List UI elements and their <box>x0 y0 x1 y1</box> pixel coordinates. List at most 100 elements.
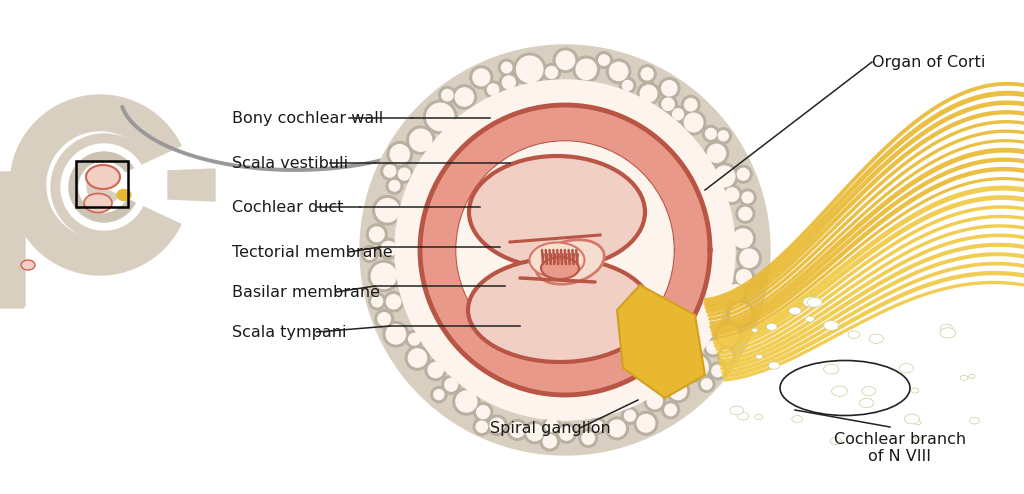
Ellipse shape <box>752 329 758 332</box>
Circle shape <box>702 125 719 142</box>
Ellipse shape <box>541 257 579 279</box>
Circle shape <box>425 360 446 380</box>
Circle shape <box>685 356 709 379</box>
Circle shape <box>406 330 423 348</box>
Ellipse shape <box>803 297 819 307</box>
Circle shape <box>431 387 446 403</box>
Circle shape <box>424 100 457 133</box>
Circle shape <box>381 242 396 256</box>
Circle shape <box>707 341 720 354</box>
Ellipse shape <box>792 415 803 422</box>
Circle shape <box>444 378 458 391</box>
Circle shape <box>378 313 390 325</box>
Circle shape <box>685 98 697 111</box>
Circle shape <box>438 86 456 104</box>
Circle shape <box>390 145 410 164</box>
Circle shape <box>733 267 755 288</box>
Ellipse shape <box>914 420 921 425</box>
Circle shape <box>681 110 706 135</box>
Ellipse shape <box>117 190 131 201</box>
Circle shape <box>725 282 746 304</box>
Ellipse shape <box>766 324 777 330</box>
Circle shape <box>718 325 738 345</box>
Circle shape <box>634 412 657 435</box>
Text: Bony cochlear wall: Bony cochlear wall <box>232 111 383 125</box>
Circle shape <box>395 165 413 183</box>
Circle shape <box>456 391 477 412</box>
Circle shape <box>79 162 129 212</box>
Ellipse shape <box>737 412 749 420</box>
Circle shape <box>703 338 723 357</box>
Ellipse shape <box>859 399 873 408</box>
Ellipse shape <box>84 194 112 212</box>
Circle shape <box>737 168 750 180</box>
Ellipse shape <box>756 355 763 359</box>
Wedge shape <box>100 145 195 225</box>
Ellipse shape <box>788 307 801 315</box>
Circle shape <box>376 199 399 222</box>
Ellipse shape <box>830 438 842 445</box>
Circle shape <box>608 420 626 437</box>
Ellipse shape <box>805 316 814 322</box>
Circle shape <box>514 53 546 85</box>
Circle shape <box>410 129 432 151</box>
Circle shape <box>476 406 489 418</box>
Circle shape <box>384 165 395 177</box>
Circle shape <box>420 105 710 395</box>
Ellipse shape <box>869 334 884 343</box>
Ellipse shape <box>831 386 848 396</box>
Circle shape <box>441 375 461 394</box>
Circle shape <box>606 59 631 83</box>
Circle shape <box>684 113 702 132</box>
Circle shape <box>728 285 743 301</box>
Circle shape <box>546 67 557 79</box>
Ellipse shape <box>529 243 585 278</box>
Circle shape <box>718 346 735 365</box>
Ellipse shape <box>904 414 920 424</box>
Ellipse shape <box>848 331 859 338</box>
Circle shape <box>557 423 577 443</box>
Circle shape <box>510 422 524 437</box>
Circle shape <box>383 322 409 347</box>
Circle shape <box>453 85 476 109</box>
Circle shape <box>577 59 596 80</box>
Circle shape <box>373 196 402 225</box>
Circle shape <box>375 310 393 328</box>
Circle shape <box>573 56 599 82</box>
Circle shape <box>499 59 515 76</box>
Circle shape <box>705 141 728 165</box>
Ellipse shape <box>915 437 922 441</box>
Circle shape <box>556 51 574 70</box>
Circle shape <box>457 142 673 358</box>
Circle shape <box>722 185 741 205</box>
Circle shape <box>733 229 753 248</box>
Circle shape <box>541 432 559 451</box>
Circle shape <box>459 144 671 356</box>
Circle shape <box>434 390 443 400</box>
Circle shape <box>662 401 680 419</box>
Circle shape <box>369 260 399 291</box>
Text: Scala tympani: Scala tympani <box>232 325 346 339</box>
Circle shape <box>503 76 515 89</box>
Ellipse shape <box>22 260 35 270</box>
Circle shape <box>381 162 398 180</box>
Circle shape <box>361 246 378 262</box>
Circle shape <box>670 106 686 123</box>
Circle shape <box>360 45 770 455</box>
Circle shape <box>473 418 490 435</box>
Circle shape <box>407 126 435 154</box>
Circle shape <box>682 353 712 382</box>
Circle shape <box>372 296 383 307</box>
Circle shape <box>711 163 738 190</box>
Circle shape <box>526 424 543 441</box>
Circle shape <box>365 248 375 259</box>
Text: Cochlear branch
of N VIII: Cochlear branch of N VIII <box>834 432 966 464</box>
Circle shape <box>370 227 384 242</box>
Circle shape <box>665 404 677 415</box>
Circle shape <box>456 88 473 106</box>
Circle shape <box>647 394 663 409</box>
Circle shape <box>523 421 546 444</box>
Circle shape <box>369 293 386 310</box>
Circle shape <box>453 388 480 415</box>
Circle shape <box>640 85 657 102</box>
